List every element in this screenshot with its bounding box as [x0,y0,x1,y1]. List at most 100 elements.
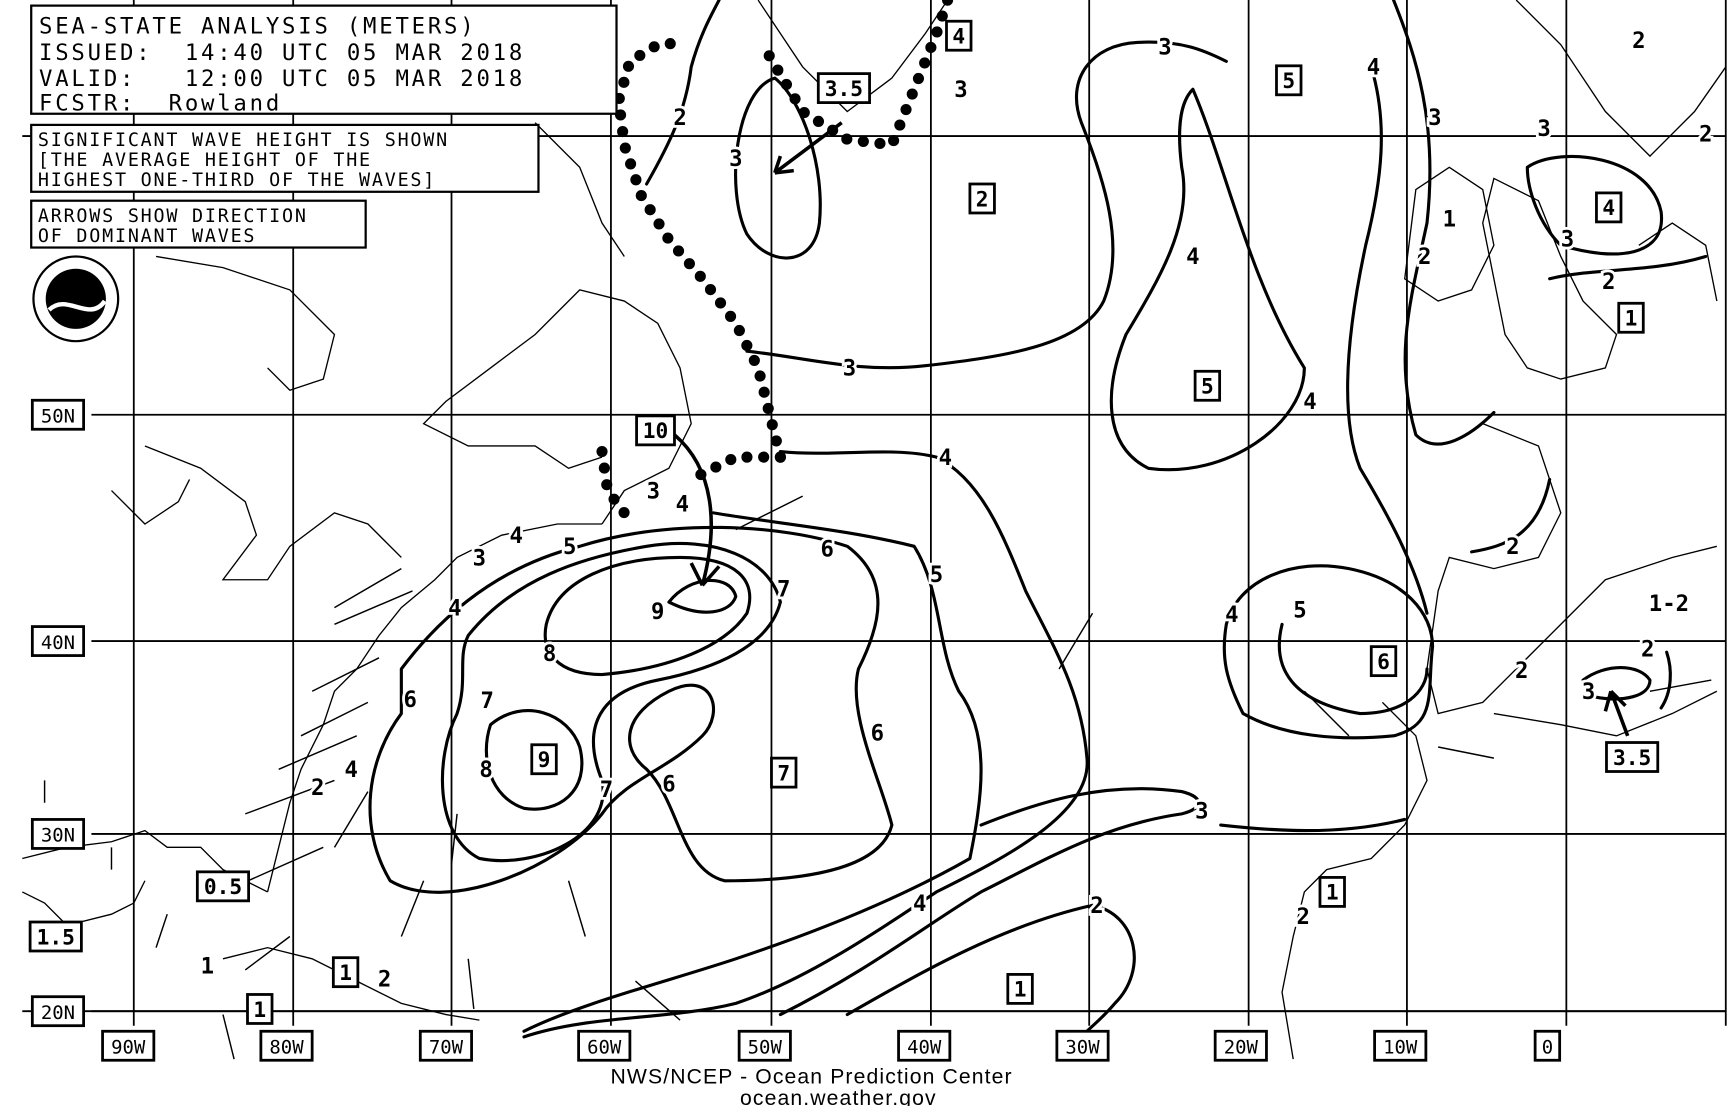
latitude-label-text: 40N [41,632,75,654]
wave-height-box-text: 1 [339,960,352,985]
wave-height-contours [368,0,1708,1039]
wave-height-box-text: 5 [1201,374,1214,399]
latitude-label-text: 20N [41,1002,75,1024]
contour-label: 4 [448,595,461,621]
contour-label: 3 [1582,679,1595,705]
contour-label: 5 [930,562,943,588]
contour-label: 3 [1561,226,1574,252]
contour-label: 2 [378,967,391,993]
contour-label: 2 [1090,893,1103,919]
wave-height-box-text: 1 [1326,880,1339,905]
wave-height-box: 3.5 [816,72,871,104]
map-labels: 50N 40N 30N 20N 90W 80W 70W 60W 50W 40W 30W 20W 10W 0… [28,19,1715,1062]
contour-label: 2 [1641,637,1654,663]
contour-label: 7 [777,576,790,602]
longitude-label-text: 80W [269,1037,304,1059]
longitude-label: 30W [1055,1029,1110,1062]
contour-label: 2 [1515,658,1528,684]
wave-height-box: 3.5 [1605,741,1660,773]
note-line: SIGNIFICANT WAVE HEIGHT IS SHOWN [38,130,449,151]
contour-label: 3 [647,478,660,504]
wave-height-box: 1 [1006,973,1034,1005]
longitude-label: 20W [1213,1029,1268,1062]
wave-height-box-text: 5 [1282,68,1295,93]
contour-label: 8 [543,641,556,667]
issued-time: ISSUED: 14:40 UTC 05 MAR 2018 [39,40,525,66]
contour-label: 2 [311,775,324,801]
wave-height-box: 5 [1193,369,1222,402]
chart-title: SEA-STATE ANALYSIS (METERS) [39,13,476,39]
wave-height-box: 9 [530,743,558,776]
contour-label: 4 [1225,602,1238,628]
wave-height-box: 2 [968,182,996,215]
wave-height-box-text: 7 [777,760,790,785]
contour-label: 5 [563,534,576,560]
contour-label: 3 [1195,798,1208,824]
wave-height-box: 5 [1275,64,1303,97]
lat-lon-grid [22,0,1727,1026]
contour-label: 3 [1158,35,1171,61]
contour-label: 2 [1506,534,1519,560]
contour-label: 4 [1186,244,1199,270]
longitude-label-text: 10W [1383,1037,1418,1059]
longitude-label: 0 [1533,1029,1562,1062]
longitude-label-text: 70W [429,1037,464,1059]
footer-agency: NWS/NCEP - Ocean Prediction Center [610,1066,1012,1089]
longitude-label: 60W [577,1029,632,1062]
contour-label: 2 [1699,122,1712,148]
coastlines [21,0,1727,1060]
arrow-note: ARROWS SHOW DIRECTION OF DOMINANT WAVES [30,199,367,249]
contour-label: 1 [1443,206,1456,232]
latitude-label: 40N [30,625,86,657]
wave-height-box: 4 [945,19,973,52]
latitude-label-text: 50N [41,406,75,428]
footer-url: ocean.weather.gov [740,1087,937,1106]
contour-label: 8 [479,757,492,783]
contour-label: 4 [1367,55,1380,81]
contour-label: 3 [1428,105,1441,131]
header-box: SEA-STATE ANALYSIS (METERS) ISSUED: 14:4… [30,4,618,116]
wave-height-box: 7 [770,756,798,789]
wave-height-box: 0.5 [195,870,251,903]
longitude-label: 90W [101,1029,156,1062]
contour-label: 6 [662,772,675,798]
wave-height-box-text: 4 [952,24,965,49]
wave-height-box-text: 1 [253,997,266,1022]
note-line: ARROWS SHOW DIRECTION [38,206,308,227]
longitude-label-text: 50W [748,1037,783,1059]
contour-label: 4 [1303,389,1316,415]
wave-height-box-text: 0.5 [204,874,242,899]
longitude-label: 10W [1373,1029,1428,1062]
contour-label: 2 [1297,904,1310,930]
wave-height-box-text: 4 [1602,195,1615,220]
contour-label: 6 [871,720,884,746]
contour-label: 3 [954,77,967,103]
forecaster: FCSTR: Rowland [39,90,282,116]
wave-height-box: 10 [635,414,676,447]
wave-height-box: 1 [331,956,360,989]
wave-height-box: 1 [1617,301,1645,334]
wave-height-box: 6 [1369,645,1398,678]
contour-label: 7 [480,688,493,714]
latitude-label: 50N [30,398,86,431]
longitude-label: 40W [897,1029,952,1062]
contour-label: 4 [939,445,952,471]
contour-label: 6 [820,536,833,562]
latitude-label: 20N [30,995,86,1028]
wave-height-box-text: 1 [1014,977,1027,1002]
contour-label: 3 [1537,116,1550,142]
wave-height-box: 1 [246,993,274,1025]
longitude-label-text: 20W [1224,1037,1259,1059]
noaa-logo [32,255,120,343]
contour-label: 3 [729,146,742,172]
wave-height-box: 1 [1318,876,1346,908]
wave-height-box-text: 9 [538,747,551,772]
longitude-label: 80W [259,1029,314,1062]
longitude-label-text: 60W [587,1037,622,1059]
ice-edge [596,0,954,519]
latitude-label-text: 30N [41,825,75,847]
contour-label: 9 [651,599,664,625]
contour-label: 2 [1418,244,1431,270]
wave-height-box-text: 3.5 [1613,745,1651,770]
